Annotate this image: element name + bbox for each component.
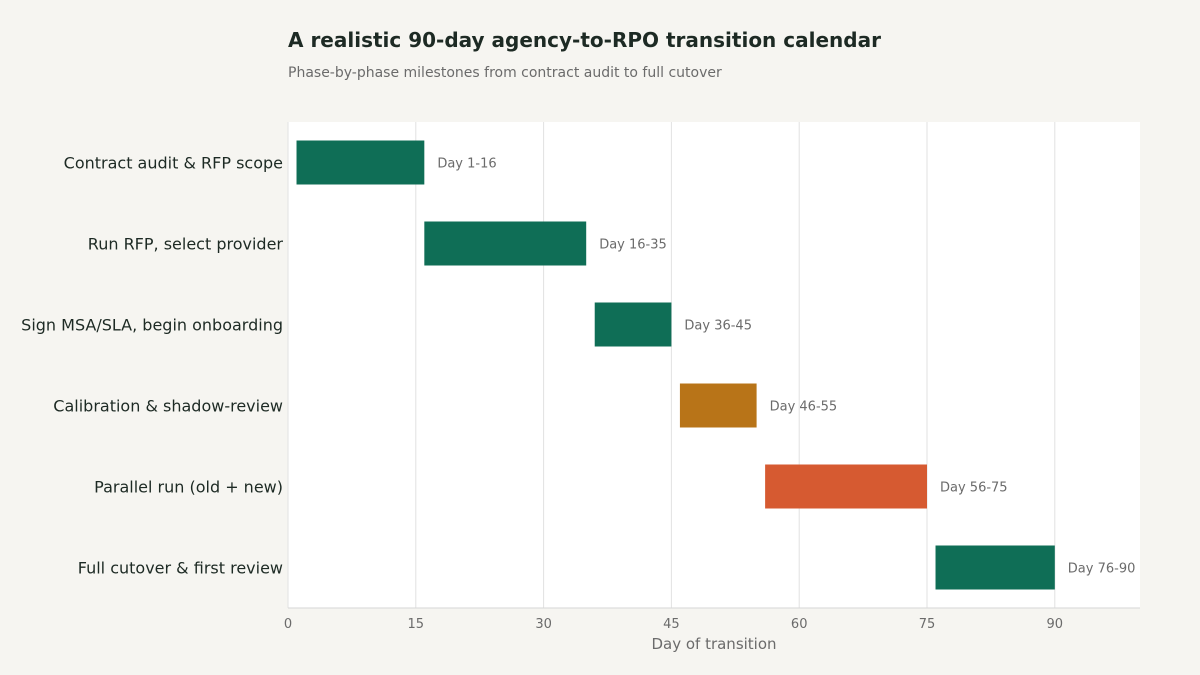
category-labels: Contract audit & RFP scope Run RFP, selec… <box>21 154 283 578</box>
phase-bar <box>424 221 587 266</box>
x-tick-label: 15 <box>408 617 425 632</box>
bar-data-label: Day 76-90 <box>1068 562 1136 577</box>
category-label: Run RFP, select provider <box>88 235 284 254</box>
category-label: Sign MSA/SLA, begin onboarding <box>21 316 283 335</box>
x-tick-label: 45 <box>663 617 680 632</box>
x-axis: 0 15 30 45 60 75 90 <box>284 607 1140 632</box>
category-label: Full cutover & first review <box>78 559 283 578</box>
x-tick-label: 60 <box>791 617 808 632</box>
x-tick-label: 75 <box>919 617 936 632</box>
chart-subtitle: Phase-by-phase milestones from contract … <box>288 65 722 81</box>
phase-bar <box>679 383 757 428</box>
x-axis-title: Day of transition <box>651 635 776 653</box>
gridlines <box>287 122 1056 608</box>
bar-data-label: Day 16-35 <box>599 238 667 253</box>
phase-bar <box>765 464 927 509</box>
category-label: Contract audit & RFP scope <box>64 154 283 173</box>
phase-bar <box>594 302 672 347</box>
phase-bar <box>935 545 1055 590</box>
bar-data-label: Day 46-55 <box>770 400 838 415</box>
x-tick-label: 30 <box>535 617 552 632</box>
chart-title: A realistic 90-day agency-to-RPO transit… <box>288 28 881 52</box>
phase-bar <box>296 140 425 185</box>
category-label: Parallel run (old + new) <box>94 478 283 497</box>
bar-data-label: Day 56-75 <box>940 481 1008 496</box>
x-tick-label: 90 <box>1047 617 1064 632</box>
x-tick-label: 0 <box>284 617 292 632</box>
plot-area <box>288 122 1140 608</box>
category-label: Calibration & shadow-review <box>53 397 283 416</box>
bar-data-label: Day 1-16 <box>437 157 496 172</box>
bars: Day 1-16 Day 16-35 Day 36-45 Day 46-55 Day 5… <box>296 140 1136 590</box>
bar-data-label: Day 36-45 <box>684 319 752 334</box>
